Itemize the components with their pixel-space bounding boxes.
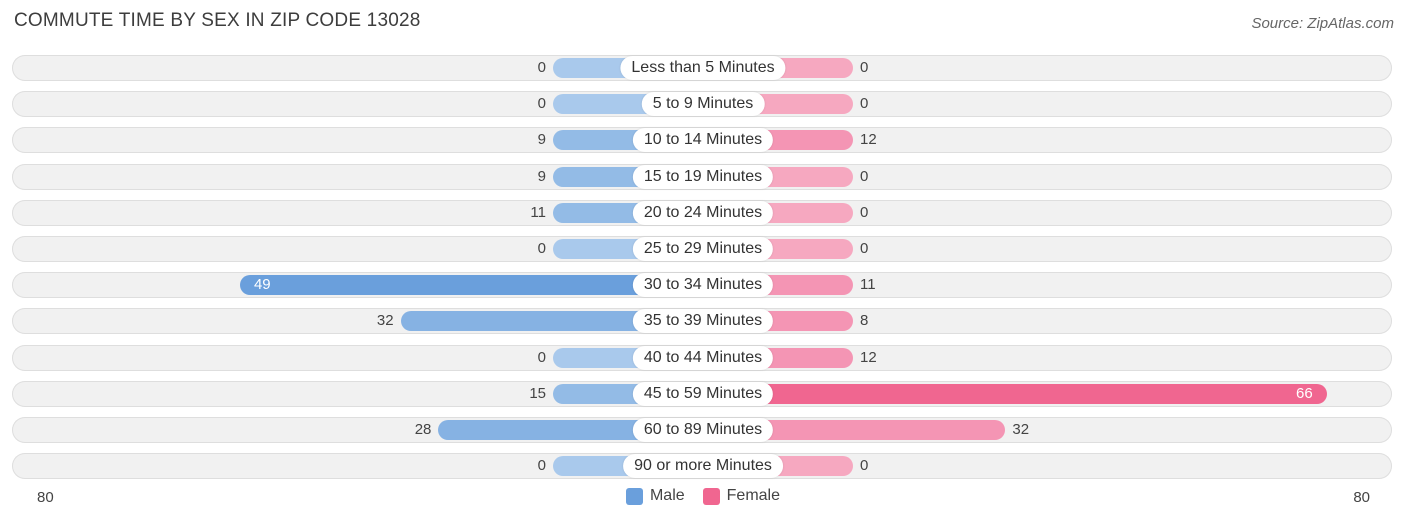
value-label-male: 0 <box>537 457 546 475</box>
value-label-female: 0 <box>860 167 869 185</box>
category-label: 25 to 29 Minutes <box>632 237 774 261</box>
category-label: 20 to 24 Minutes <box>632 200 774 225</box>
value-label-male: 49 <box>253 276 271 294</box>
category-label: Less than 5 Minutes <box>620 56 786 80</box>
value-label-female: 0 <box>860 240 869 257</box>
value-label-male: 0 <box>537 240 546 257</box>
value-label-female: 8 <box>860 312 869 330</box>
legend-item-female: Female <box>702 487 781 505</box>
value-label-male: 11 <box>530 203 546 221</box>
value-label-male: 9 <box>537 131 546 149</box>
category-label: 90 or more Minutes <box>623 454 783 479</box>
value-label-male: 0 <box>537 59 546 76</box>
chart-title: COMMUTE TIME BY SEX IN ZIP CODE 13028 <box>14 10 421 31</box>
axis-right-label: 80 <box>1353 489 1370 506</box>
value-label-female: 12 <box>860 348 877 366</box>
value-label-female: 11 <box>860 276 876 294</box>
value-label-female: 32 <box>1012 421 1030 438</box>
bar-female <box>703 420 1006 440</box>
legend-swatch-male <box>625 487 643 505</box>
legend: Male Female <box>0 487 1406 505</box>
category-label: 5 to 9 Minutes <box>641 92 765 117</box>
category-label: 45 to 59 Minutes <box>632 381 774 406</box>
bar-male <box>400 311 703 332</box>
category-label: 35 to 39 Minutes <box>632 309 774 334</box>
value-label-male: 28 <box>414 421 432 438</box>
value-label-male: 15 <box>529 384 546 402</box>
value-label-female: 0 <box>860 203 869 221</box>
bar-male <box>239 275 703 296</box>
category-label: 30 to 34 Minutes <box>632 273 774 298</box>
axis-left-label: 80 <box>37 489 54 506</box>
legend-item-male: Male <box>625 487 685 505</box>
legend-swatch-female <box>702 487 720 505</box>
category-label: 60 to 89 Minutes <box>632 418 774 442</box>
category-label: 40 to 44 Minutes <box>632 345 774 370</box>
value-label-male: 0 <box>537 95 546 113</box>
value-label-female: 0 <box>860 59 869 76</box>
legend-label-male: Male <box>649 487 685 504</box>
source-label: Source: ZipAtlas.com <box>1251 15 1394 32</box>
value-label-female: 66 <box>1296 384 1313 402</box>
value-label-male: 0 <box>537 348 546 366</box>
value-label-male: 32 <box>376 312 394 330</box>
value-label-female: 0 <box>860 457 869 475</box>
value-label-male: 9 <box>537 167 546 185</box>
category-label: 15 to 19 Minutes <box>632 164 774 189</box>
legend-label-female: Female <box>726 487 781 504</box>
bar-female <box>703 383 1327 404</box>
category-label: 10 to 14 Minutes <box>632 128 774 153</box>
value-label-female: 12 <box>860 131 877 149</box>
value-label-female: 0 <box>860 95 869 113</box>
